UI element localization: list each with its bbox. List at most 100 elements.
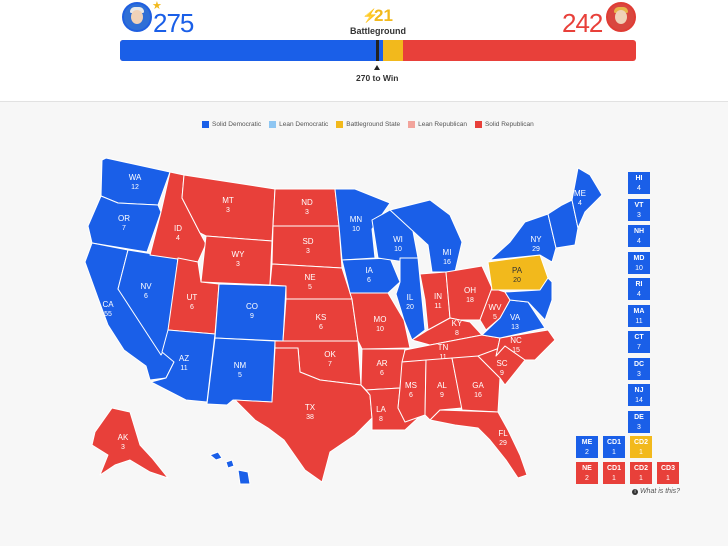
state-votes-nc: 15 [512, 347, 520, 354]
small-state-box-ri[interactable]: RI 4 [628, 278, 650, 300]
small-state-box-md[interactable]: MD 10 [628, 251, 650, 274]
district-votes: 1 [666, 475, 670, 482]
state-votes-ne: 5 [308, 284, 312, 291]
state-votes-wv: 5 [493, 314, 497, 321]
state-votes-az: 11 [180, 365, 187, 372]
legend-item-2: Battleground State [336, 121, 400, 128]
district-votes: 1 [639, 475, 643, 482]
state-shape-ak[interactable] [91, 407, 169, 479]
what-is-this-link[interactable]: i What is this? [632, 488, 680, 495]
state-shape-ia[interactable] [341, 257, 401, 294]
small-state-box-de[interactable]: DE 3 [628, 410, 650, 433]
state-label-nd: ND [301, 198, 313, 207]
state-shape-nd[interactable] [272, 188, 340, 227]
district-box-1-0[interactable]: NE 2 [576, 462, 598, 484]
state-label-wy: WY [232, 250, 246, 259]
district-votes: 2 [585, 449, 589, 456]
democratic-candidate-avatar[interactable] [122, 2, 152, 32]
legend-item-1: Lean Democratic [269, 121, 328, 128]
state-shape-ga[interactable] [451, 355, 501, 413]
state-votes-ms: 6 [409, 392, 413, 399]
district-box-0-0[interactable]: ME 2 [576, 436, 598, 458]
state-votes-mi: 16 [443, 259, 451, 266]
small-state-box-nh[interactable]: NH 4 [628, 225, 650, 247]
small-state-box-nj[interactable]: NJ 14 [628, 384, 650, 406]
small-state-abbr: NH [633, 228, 645, 235]
district-abbr: CD1 [606, 439, 621, 446]
state-shape-fl[interactable] [429, 409, 528, 479]
state-votes-ks: 6 [319, 324, 323, 331]
small-state-box-ma[interactable]: MA 11 [628, 304, 650, 327]
state-label-ny: NY [530, 235, 542, 244]
republican-candidate-avatar[interactable] [606, 2, 636, 32]
state-label-nm: NM [234, 361, 247, 370]
state-label-mi: MI [443, 248, 452, 257]
legend-label: Lean Democratic [279, 121, 329, 128]
state-label-ar: AR [376, 359, 387, 368]
state-label-il: IL [407, 293, 414, 302]
state-shape-mn[interactable] [334, 188, 391, 261]
state-label-az: AZ [179, 354, 189, 363]
state-label-or: OR [118, 214, 130, 223]
district-abbr: CD1 [606, 465, 621, 472]
state-label-ia: IA [365, 266, 373, 275]
state-label-wa: WA [129, 173, 142, 182]
win-threshold-label: 270 to Win [356, 73, 399, 83]
small-state-abbr: RI [635, 281, 643, 288]
state-label-ak: AK [118, 433, 129, 442]
democratic-electoral-count: 275 [153, 8, 194, 38]
header-divider [0, 101, 728, 102]
state-label-mn: MN [350, 215, 363, 224]
state-label-oh: OH [464, 286, 476, 295]
small-state-votes: 11 [635, 317, 643, 325]
state-label-ca: CA [102, 300, 114, 309]
state-shape-mi[interactable] [389, 199, 463, 273]
state-shape-ny[interactable] [489, 213, 557, 263]
state-shape-hi[interactable] [209, 451, 251, 485]
district-box-0-2[interactable]: CD2 1 [630, 436, 652, 458]
state-shape-sd[interactable] [271, 225, 343, 269]
small-state-votes: 3 [637, 211, 641, 219]
small-state-box-dc[interactable]: DC 3 [628, 357, 650, 380]
state-label-ne: NE [304, 273, 315, 282]
state-votes-ny: 29 [532, 246, 540, 253]
district-box-1-3[interactable]: CD3 1 [657, 462, 679, 484]
legend-swatch [408, 121, 416, 128]
small-state-box-ct[interactable]: CT 7 [628, 331, 650, 353]
small-state-box-vt[interactable]: VT 3 [628, 198, 650, 221]
state-label-ga: GA [472, 381, 484, 390]
state-votes-wa: 12 [131, 184, 139, 191]
state-shape-il[interactable] [395, 257, 426, 341]
legend-item-0: Solid Democratic [202, 121, 261, 128]
state-label-ky: KY [452, 319, 463, 328]
state-label-wi: WI [393, 235, 403, 244]
state-votes-ia: 6 [367, 277, 371, 284]
small-state-abbr: DE [634, 413, 644, 421]
small-state-box-hi[interactable]: HI 4 [628, 172, 650, 194]
district-votes: 1 [639, 449, 643, 456]
state-label-ks: KS [316, 313, 327, 322]
small-state-votes: 4 [637, 238, 641, 245]
state-votes-id: 4 [176, 235, 180, 242]
what-is-this-text[interactable]: What is this? [639, 488, 681, 495]
state-shape-me[interactable] [571, 167, 603, 229]
state-votes-wi: 10 [394, 246, 402, 253]
state-votes-ga: 16 [474, 392, 482, 399]
state-shape-or[interactable] [87, 195, 162, 253]
state-votes-ca: 55 [104, 311, 112, 318]
district-box-0-1[interactable]: CD1 1 [603, 436, 625, 458]
state-shape-tx[interactable] [234, 347, 373, 483]
state-label-in: IN [434, 292, 442, 301]
state-label-ms: MS [405, 381, 417, 390]
state-label-tn: TN [438, 343, 449, 352]
district-abbr: CD2 [633, 439, 648, 446]
small-state-votes: 7 [637, 344, 641, 351]
small-state-abbr: MA [633, 307, 645, 315]
state-shape-nj-md[interactable] [504, 277, 553, 321]
district-box-1-2[interactable]: CD2 1 [630, 462, 652, 484]
district-box-1-1[interactable]: CD1 1 [603, 462, 625, 484]
state-shape-ms[interactable] [397, 359, 427, 423]
win-threshold-marker [376, 40, 379, 61]
small-state-votes: 14 [635, 397, 643, 404]
district-abbr: CD2 [633, 465, 648, 472]
